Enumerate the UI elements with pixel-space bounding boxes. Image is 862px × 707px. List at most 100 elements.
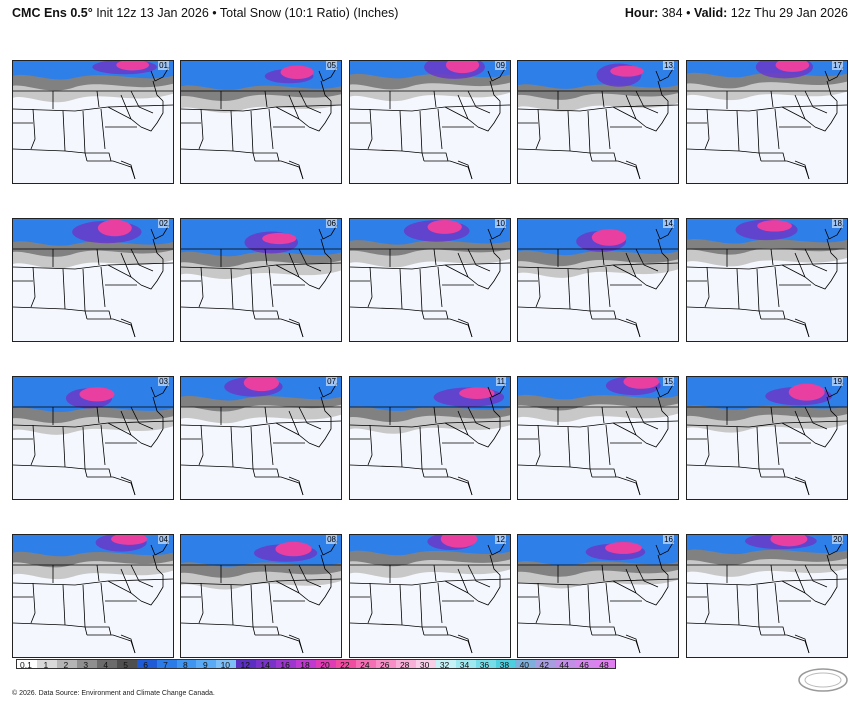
state-border (152, 238, 164, 260)
state-border (657, 396, 669, 418)
state-border (794, 318, 810, 338)
hour-label: Hour: (624, 6, 659, 20)
state-border (320, 238, 332, 260)
state-border (770, 406, 774, 424)
state-border (704, 424, 710, 466)
state-border (30, 424, 36, 466)
state-border (487, 540, 507, 556)
state-border (635, 90, 659, 114)
state-border (601, 564, 605, 582)
state-border (645, 575, 669, 606)
state-border (198, 424, 204, 466)
state-border (687, 148, 786, 162)
snow-pink-area (116, 61, 150, 71)
state-border (308, 417, 332, 448)
colorbar-swatch (555, 660, 576, 668)
state-border (82, 268, 88, 320)
colorbar-swatch (336, 660, 356, 668)
state-border (518, 420, 678, 428)
state-border (489, 554, 501, 576)
snow-map (518, 377, 678, 496)
state-border (288, 634, 304, 654)
state-border (419, 268, 425, 320)
state-border (120, 318, 136, 338)
colorbar-swatch (236, 660, 257, 668)
state-border (635, 564, 659, 588)
state-border (781, 580, 816, 602)
snow-pink-area (459, 387, 495, 399)
state-border (770, 248, 774, 266)
state-border (687, 578, 847, 586)
member-number: 05 (326, 61, 337, 70)
state-border (419, 426, 425, 478)
state-border (645, 101, 669, 132)
state-border (140, 101, 164, 132)
state-border (655, 540, 675, 556)
colorbar-swatch (316, 660, 336, 668)
ensemble-member-panel: 06 (180, 218, 342, 342)
snow-pink-area (610, 65, 644, 77)
state-border (350, 420, 510, 428)
state-border (489, 238, 501, 260)
state-border (587, 268, 593, 320)
state-border (181, 420, 341, 428)
colorbar-swatch (475, 660, 496, 668)
state-border (535, 582, 541, 624)
colorbar-tick-label: 0.1 (20, 660, 32, 670)
state-border (567, 584, 571, 626)
state-border (230, 268, 234, 310)
state-border (467, 90, 491, 114)
colorbar-tick-label: 46 (579, 660, 589, 670)
state-border (120, 252, 132, 278)
colorbar-tick-label: 28 (399, 660, 410, 670)
snow-pink-area (770, 535, 808, 547)
colorbar-swatch (575, 660, 596, 668)
state-border (625, 410, 637, 436)
colorbar-swatch (156, 660, 177, 668)
state-border (587, 110, 593, 162)
state-border (814, 575, 838, 606)
state-border (275, 422, 310, 444)
ensemble-member-panel: 05 (180, 60, 342, 184)
state-border (288, 410, 300, 436)
snow-pink-area (445, 61, 480, 74)
colorbar-swatch (435, 660, 456, 668)
member-number: 13 (663, 61, 674, 70)
member-number: 10 (495, 219, 506, 228)
colorbar-tick-label: 14 (260, 660, 270, 670)
colorbar-tick-label: 36 (479, 660, 490, 670)
state-border (13, 622, 112, 636)
state-border (704, 266, 710, 308)
state-border (100, 582, 106, 624)
snow-pink-area (97, 219, 132, 237)
ensemble-member-panel: 17 (686, 60, 848, 184)
colorbar-tick-label: 34 (459, 660, 470, 670)
state-border (13, 148, 112, 162)
member-number: 11 (495, 377, 506, 386)
colorbar-tick-label: 4 (103, 660, 109, 670)
state-border (625, 634, 641, 654)
state-border (100, 266, 106, 308)
colorbar-tick-label: 48 (599, 660, 609, 670)
state-border (298, 90, 322, 114)
state-border (518, 464, 617, 478)
state-border (181, 464, 280, 478)
state-border (433, 406, 437, 424)
state-border (774, 582, 780, 624)
state-border (268, 424, 274, 466)
state-border (350, 148, 449, 162)
ensemble-member-panel: 02 (12, 218, 174, 342)
colorbar-tick-label: 7 (163, 660, 168, 670)
state-border (250, 426, 256, 478)
state-border (477, 575, 501, 606)
state-border (298, 564, 322, 588)
state-border (130, 90, 154, 114)
header-left: CMC Ens 0.5° Init 12z 13 Jan 2026 • Tota… (12, 6, 398, 20)
state-border (120, 160, 136, 180)
colorbar-swatch (256, 660, 277, 668)
state-border (96, 90, 100, 108)
colorbar-tick-label: 38 (499, 660, 510, 670)
state-border (826, 396, 838, 418)
state-border (288, 318, 304, 338)
ensemble-member-panel: 14 (517, 218, 679, 342)
